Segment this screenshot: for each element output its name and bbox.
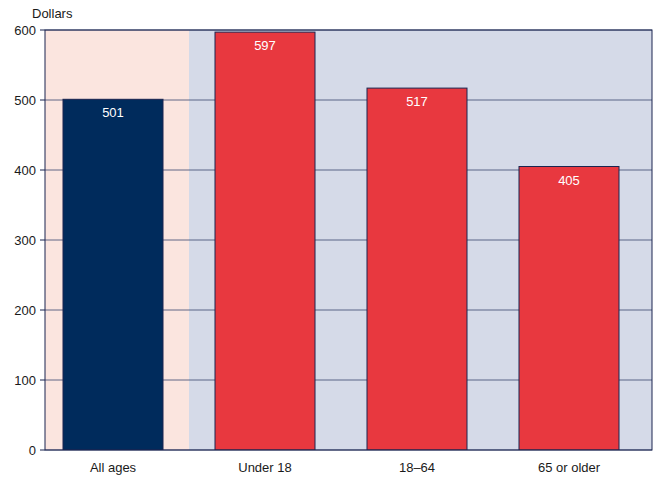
y-tick-label: 400 — [14, 163, 36, 178]
tick-mark — [40, 100, 45, 101]
tick-mark — [40, 380, 45, 381]
data-label: 501 — [102, 105, 124, 120]
y-tick-label: 600 — [14, 23, 36, 38]
y-axis-label: Dollars — [32, 6, 73, 21]
plot-frame — [45, 30, 652, 450]
bar — [367, 88, 467, 450]
tick-mark — [40, 240, 45, 241]
bar — [215, 32, 315, 450]
x-tick-label: 18–64 — [399, 460, 435, 475]
tick-mark — [40, 30, 45, 31]
tick-mark — [40, 310, 45, 311]
y-tick-label: 500 — [14, 93, 36, 108]
x-tick-label: All ages — [90, 460, 137, 475]
bars — [63, 32, 619, 450]
data-label: 597 — [254, 38, 276, 53]
bar — [519, 167, 619, 451]
chart-svg: 501 597 517 405 0 100 200 300 400 500 600 All ages U… — [0, 0, 653, 483]
y-tick-label: 300 — [14, 233, 36, 248]
data-label: 405 — [558, 173, 580, 188]
chart-container: 501 597 517 405 0 100 200 300 400 500 600 All ages U… — [0, 0, 653, 483]
data-label: 517 — [406, 94, 428, 109]
x-tick-label: Under 18 — [238, 460, 291, 475]
tick-mark — [40, 450, 45, 451]
tick-mark — [40, 170, 45, 171]
bar — [63, 99, 163, 450]
x-tick-label: 65 or older — [538, 460, 601, 475]
y-tick-label: 0 — [29, 443, 36, 458]
y-tick-label: 100 — [14, 373, 36, 388]
panel-background — [189, 30, 652, 450]
y-tick-label: 200 — [14, 303, 36, 318]
